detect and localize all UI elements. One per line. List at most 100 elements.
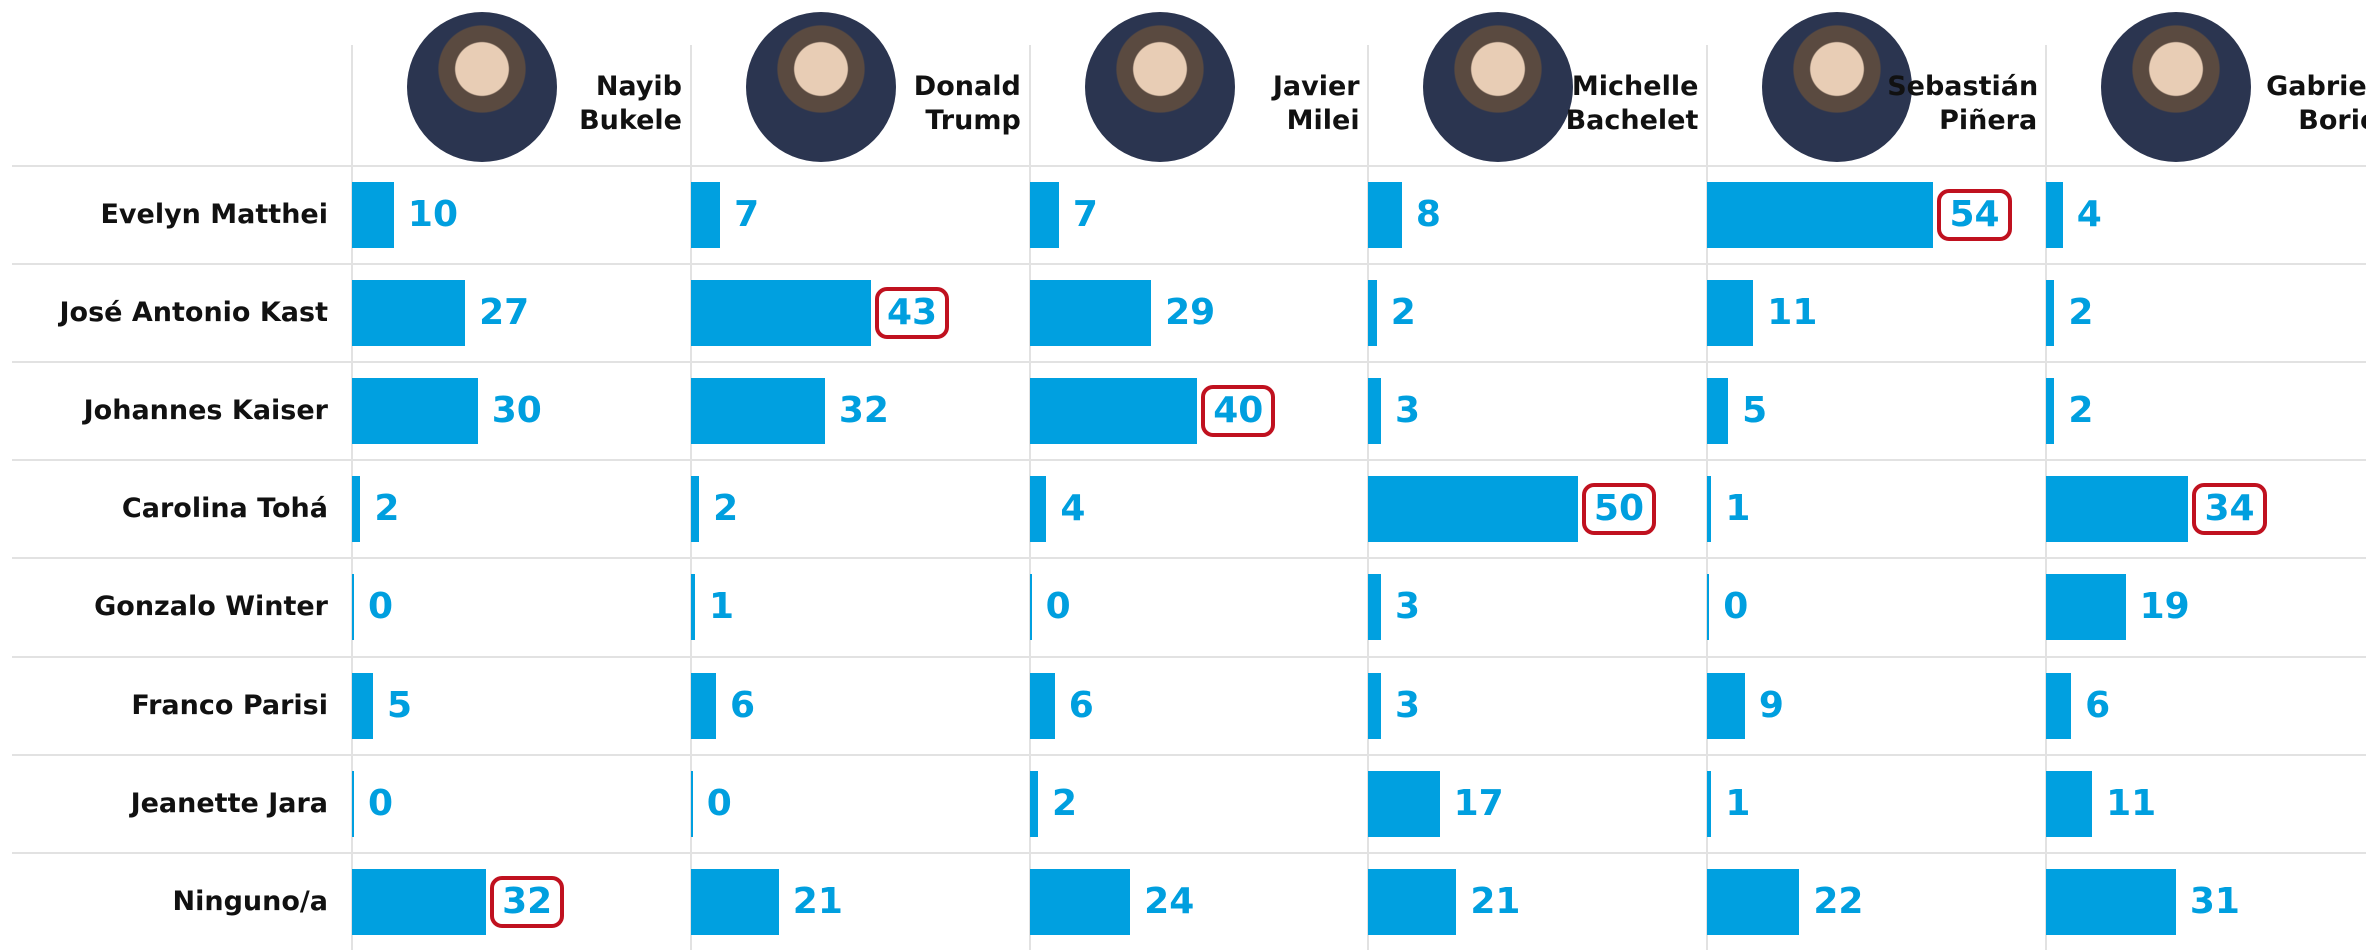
bar xyxy=(352,770,354,837)
bar xyxy=(690,672,716,739)
value-label: 11 xyxy=(1767,292,1818,334)
value-label: 10 xyxy=(407,194,458,236)
value-label: 4 xyxy=(2076,194,2102,236)
bar xyxy=(2046,770,2093,837)
bar xyxy=(690,868,779,935)
value-label: 3 xyxy=(1394,586,1421,628)
value-label: 50 xyxy=(1581,483,1656,536)
row-label: Franco Parisi xyxy=(131,689,328,721)
bar xyxy=(352,476,361,543)
bar xyxy=(352,182,394,249)
row-label: Jeanette Jara xyxy=(130,787,328,819)
row-separator xyxy=(12,263,2366,266)
value-label: 43 xyxy=(874,287,950,340)
row-separator xyxy=(12,557,2366,560)
bar xyxy=(1368,770,1440,837)
photo xyxy=(1084,12,1235,162)
value-label: 2 xyxy=(1051,782,1078,824)
value-label: 0 xyxy=(1045,586,1071,628)
value-label: 11 xyxy=(2106,782,2157,824)
row-separator xyxy=(12,361,2366,364)
row-separator xyxy=(12,459,2366,462)
person-name: Donald Trump xyxy=(913,71,1021,136)
bar xyxy=(690,280,871,347)
value-label: 5 xyxy=(386,684,412,726)
bar xyxy=(1707,476,1712,543)
row-separator xyxy=(12,851,2366,854)
bar xyxy=(690,770,693,837)
person-name: Gabriel Boric xyxy=(2266,71,2366,136)
value-label: 32 xyxy=(490,875,565,928)
bar xyxy=(690,378,825,445)
value-label: 9 xyxy=(1758,684,1784,726)
value-label: 17 xyxy=(1453,782,1504,824)
bar xyxy=(1368,280,1377,347)
bar xyxy=(1707,378,1729,445)
value-label: 22 xyxy=(1813,880,1864,922)
row-label: Ninguno/a xyxy=(172,885,328,917)
value-label: 19 xyxy=(2139,586,2190,628)
person-name: Sebastián Piñera xyxy=(1887,71,2039,136)
bar xyxy=(1029,574,1032,641)
photo xyxy=(1423,12,1574,162)
bar xyxy=(1707,574,1710,641)
photo xyxy=(745,12,896,162)
bar xyxy=(1707,280,1754,347)
value-label: 0 xyxy=(1723,586,1749,628)
bar xyxy=(1029,770,1038,837)
bar xyxy=(690,182,721,249)
value-label: 21 xyxy=(1470,880,1521,922)
value-label: 54 xyxy=(1937,189,2012,242)
bar xyxy=(690,476,700,543)
bar xyxy=(1368,378,1381,445)
value-label: 4 xyxy=(1060,488,1086,530)
bar xyxy=(1368,868,1457,935)
value-label: 1 xyxy=(1725,488,1751,530)
bar xyxy=(1368,476,1578,543)
value-label: 6 xyxy=(2085,684,2111,726)
row-label: Johannes Kaiser xyxy=(83,395,328,427)
value-label: 34 xyxy=(2192,483,2267,536)
photo xyxy=(2101,12,2251,162)
value-label: 2 xyxy=(374,488,400,530)
bar xyxy=(2046,574,2126,641)
value-label: 2 xyxy=(2068,390,2094,432)
person-name: Javier Milei xyxy=(1272,71,1360,136)
bar xyxy=(352,672,373,739)
bar xyxy=(352,868,487,935)
bar xyxy=(2046,378,2055,445)
bar xyxy=(1707,770,1712,837)
bar xyxy=(1029,182,1059,249)
person-name: Michelle Bachelet xyxy=(1565,71,1699,136)
value-label: 3 xyxy=(1394,390,1421,432)
bar xyxy=(1707,182,1934,249)
bar xyxy=(352,280,466,347)
row-label: Evelyn Matthei xyxy=(100,199,328,231)
bar xyxy=(1707,868,1800,935)
value-label: 2 xyxy=(713,488,739,530)
value-label: 7 xyxy=(734,194,760,236)
value-label: 5 xyxy=(1742,390,1768,432)
value-label: 7 xyxy=(1072,194,1098,236)
bar xyxy=(2046,280,2055,347)
value-label: 24 xyxy=(1144,880,1195,922)
value-label: 27 xyxy=(479,292,530,334)
bar xyxy=(2046,182,2063,249)
bar xyxy=(1368,672,1381,739)
bar xyxy=(1029,378,1198,445)
bar xyxy=(1368,574,1381,641)
row-label: Gonzalo Winter xyxy=(94,591,328,623)
bar xyxy=(1029,476,1047,543)
bar xyxy=(1368,182,1402,249)
value-label: 1 xyxy=(1725,782,1751,824)
value-label: 6 xyxy=(729,684,755,726)
bar xyxy=(2046,868,2176,935)
bar xyxy=(1029,672,1055,739)
photo xyxy=(407,12,557,162)
row-label: Carolina Tohá xyxy=(121,493,328,525)
value-label: 0 xyxy=(368,586,394,628)
value-label: 40 xyxy=(1201,385,1276,438)
row-separator xyxy=(12,655,2366,658)
bar xyxy=(690,574,695,641)
